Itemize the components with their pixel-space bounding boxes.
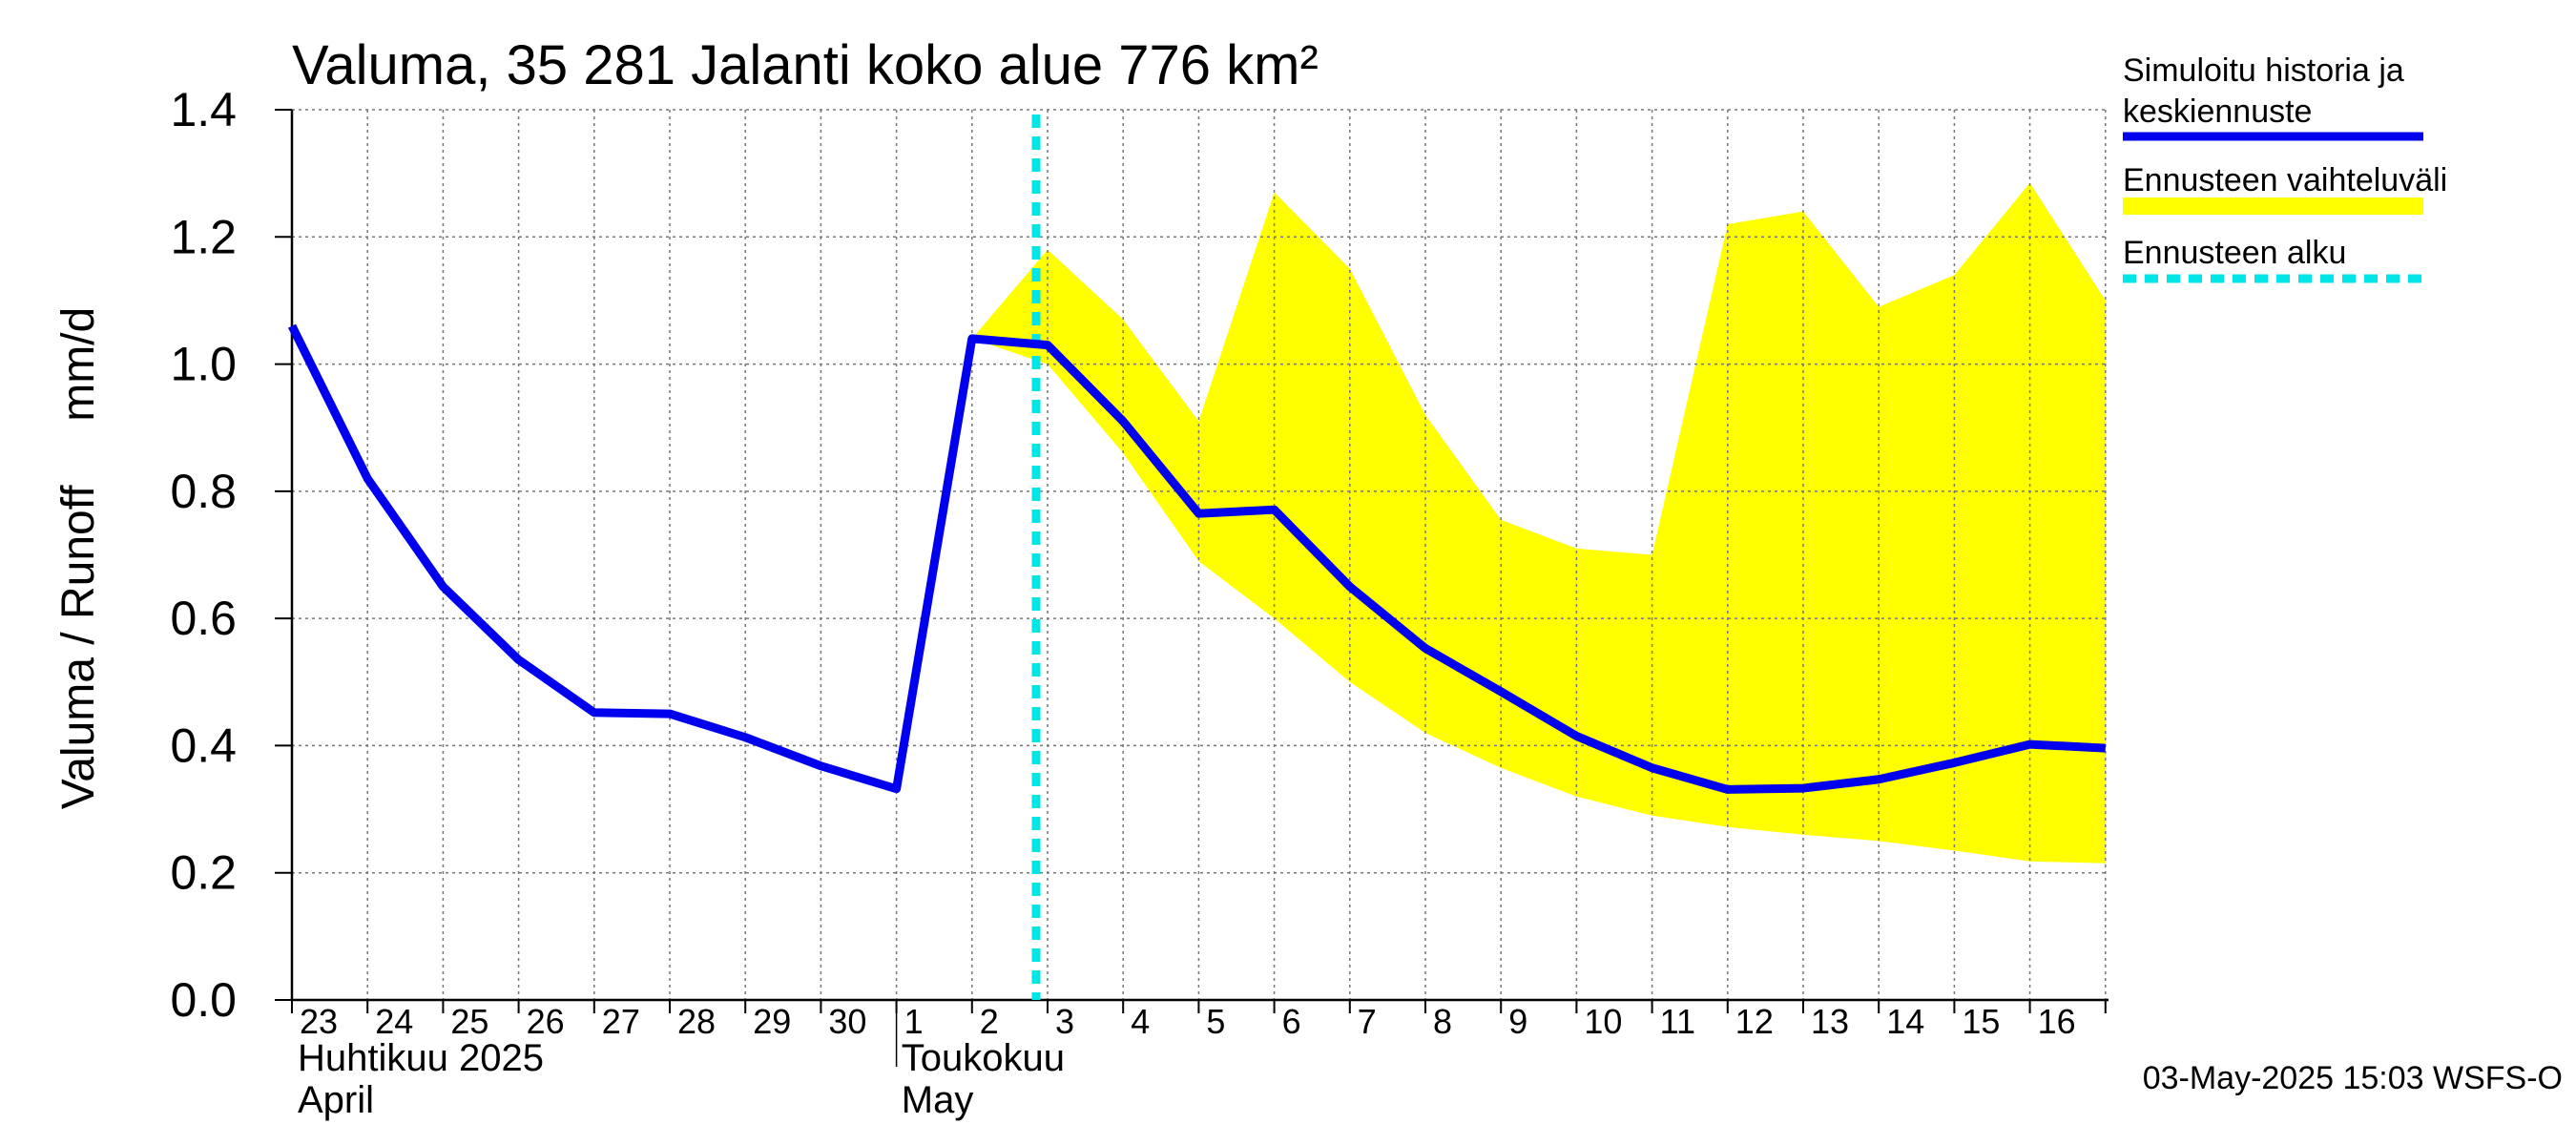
x-tick-label: 14 [1886,1002,1924,1041]
legend-label-simulated-line2: keskiennuste [2123,94,2312,130]
y-tick-label: 0.2 [170,846,237,900]
y-tick-label: 1.2 [170,210,237,263]
x-tick-label: 23 [300,1002,338,1041]
chart-title: Valuma, 35 281 Jalanti koko alue 776 km² [292,34,1319,96]
month-label-english: April [298,1079,374,1121]
x-tick-label: 3 [1055,1002,1074,1041]
x-tick-label: 16 [2038,1002,2076,1041]
x-tick-label: 24 [375,1002,413,1041]
y-tick-label: 0.6 [170,592,237,645]
month-label: Toukokuu [902,1037,1065,1079]
legend-label-range: Ennusteen vaihteluväli [2123,162,2447,198]
x-tick-label: 25 [450,1002,488,1041]
x-tick-label: 1 [904,1002,924,1041]
footer-timestamp: 03-May-2025 15:03 WSFS-O [2143,1060,2563,1096]
y-tick-label: 0.0 [170,973,237,1027]
x-tick-label: 7 [1358,1002,1377,1041]
legend-label-simulated: Simuloitu historia ja [2123,52,2404,89]
x-tick-label: 6 [1282,1002,1301,1041]
x-tick-label: 11 [1660,1002,1695,1041]
x-tick-label: 12 [1735,1002,1774,1041]
plot-area: 0.00.20.40.60.81.01.21.423 24 25 26 27 28 29 30… [170,52,2447,1121]
x-tick-label: 15 [1962,1002,2000,1041]
y-tick-label: 1.4 [170,83,237,136]
x-tick-label: 29 [753,1002,791,1041]
x-tick-label: 10 [1584,1002,1622,1041]
simulated-runoff-line [287,323,2107,794]
x-tick-label: 5 [1206,1002,1225,1041]
y-tick-label: 0.4 [170,718,237,772]
forecast-range-band [971,182,2106,864]
month-label: Huhtikuu 2025 [298,1037,544,1079]
y-axis-label: Valuma / Runoff mm/d [53,307,104,809]
x-tick-label: 26 [527,1002,565,1041]
x-tick-label: 4 [1131,1002,1150,1041]
x-tick-label: 8 [1433,1002,1452,1041]
x-tick-label: 30 [828,1002,866,1041]
x-tick-label: 9 [1508,1002,1527,1041]
x-tick-label: 2 [980,1002,999,1041]
x-tick-label: 13 [1811,1002,1849,1041]
month-label-english: May [902,1079,974,1121]
x-tick-label: 27 [602,1002,640,1041]
y-tick-label: 1.0 [170,338,237,391]
y-tick-label: 0.8 [170,465,237,518]
legend-label-forecast-start: Ennusteen alku [2123,235,2346,271]
x-tick-label: 28 [677,1002,716,1041]
